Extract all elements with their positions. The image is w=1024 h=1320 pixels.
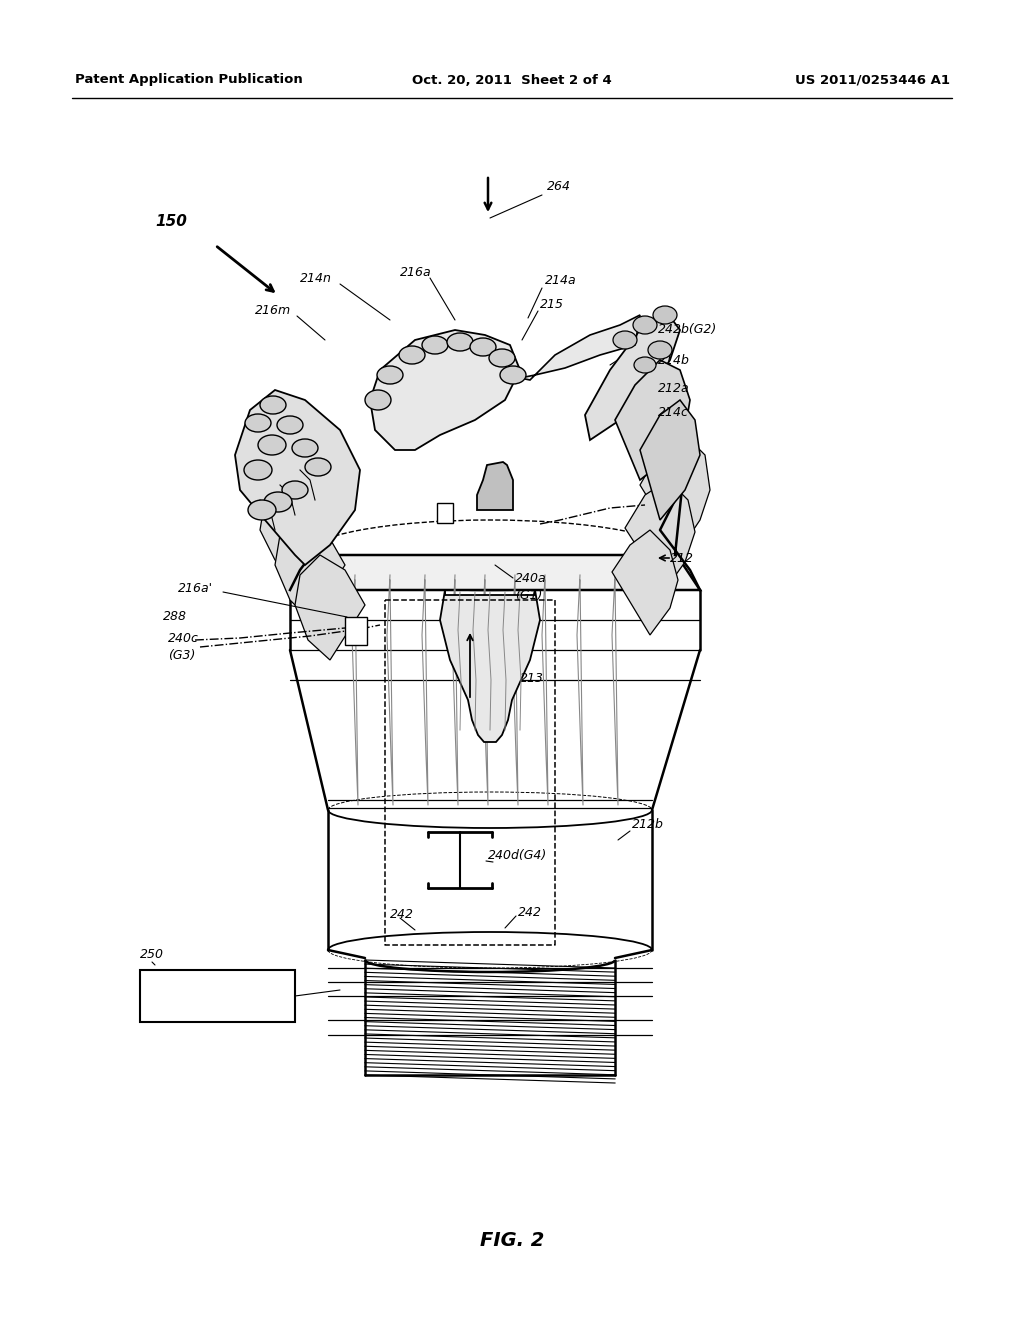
- Text: US 2011/0253446 A1: US 2011/0253446 A1: [795, 74, 950, 87]
- Text: 212: 212: [670, 552, 694, 565]
- Polygon shape: [440, 590, 540, 742]
- Text: 214b: 214b: [658, 354, 690, 367]
- Polygon shape: [477, 462, 513, 510]
- Ellipse shape: [377, 366, 403, 384]
- Polygon shape: [625, 480, 695, 590]
- Text: 240a: 240a: [515, 572, 547, 585]
- Ellipse shape: [500, 366, 526, 384]
- Text: 214a: 214a: [545, 273, 577, 286]
- Polygon shape: [640, 436, 710, 550]
- Text: 215: 215: [540, 298, 564, 312]
- Ellipse shape: [248, 500, 276, 520]
- Text: 242: 242: [390, 908, 414, 921]
- Ellipse shape: [489, 348, 515, 367]
- Polygon shape: [140, 970, 295, 1022]
- Ellipse shape: [264, 492, 292, 512]
- Text: 216m: 216m: [255, 304, 291, 317]
- Text: 264: 264: [547, 181, 571, 194]
- Ellipse shape: [633, 315, 657, 334]
- Text: 212a: 212a: [658, 381, 689, 395]
- Text: 288: 288: [163, 610, 187, 623]
- Text: 242b(G2): 242b(G2): [658, 323, 717, 337]
- Text: Oct. 20, 2011  Sheet 2 of 4: Oct. 20, 2011 Sheet 2 of 4: [412, 74, 612, 87]
- Ellipse shape: [282, 480, 308, 499]
- Ellipse shape: [244, 459, 272, 480]
- Text: 250: 250: [140, 949, 164, 961]
- Ellipse shape: [399, 346, 425, 364]
- Polygon shape: [585, 310, 680, 440]
- Polygon shape: [520, 315, 640, 380]
- Polygon shape: [640, 400, 700, 520]
- Polygon shape: [234, 389, 360, 565]
- Text: (G1): (G1): [515, 589, 543, 602]
- Polygon shape: [615, 360, 690, 480]
- Text: 216a': 216a': [178, 582, 213, 594]
- Text: 212b: 212b: [632, 818, 664, 832]
- Polygon shape: [275, 515, 345, 620]
- Text: CIRCUIT: CIRCUIT: [189, 989, 245, 1003]
- Text: 240c: 240c: [168, 631, 199, 644]
- Ellipse shape: [365, 389, 391, 411]
- Text: 214n: 214n: [300, 272, 332, 285]
- Ellipse shape: [447, 333, 473, 351]
- Ellipse shape: [258, 436, 286, 455]
- Text: FIG. 2: FIG. 2: [480, 1230, 544, 1250]
- Ellipse shape: [422, 337, 449, 354]
- Polygon shape: [260, 480, 330, 579]
- Text: 216a: 216a: [400, 265, 432, 279]
- Text: (G3): (G3): [168, 648, 196, 661]
- Ellipse shape: [292, 440, 318, 457]
- Polygon shape: [290, 490, 700, 590]
- Text: 213: 213: [520, 672, 544, 685]
- Ellipse shape: [260, 396, 286, 414]
- Text: 240d(G4): 240d(G4): [488, 849, 547, 862]
- Text: Patent Application Publication: Patent Application Publication: [75, 74, 303, 87]
- Ellipse shape: [470, 338, 496, 356]
- Ellipse shape: [613, 331, 637, 348]
- Text: 214c: 214c: [658, 405, 689, 418]
- Ellipse shape: [648, 341, 672, 359]
- Polygon shape: [612, 531, 678, 635]
- Ellipse shape: [653, 306, 677, 323]
- Polygon shape: [437, 503, 453, 523]
- Text: 150: 150: [155, 214, 186, 230]
- Ellipse shape: [305, 458, 331, 477]
- Ellipse shape: [245, 414, 271, 432]
- Text: 242: 242: [518, 906, 542, 919]
- Polygon shape: [295, 554, 365, 660]
- Polygon shape: [345, 616, 367, 645]
- Polygon shape: [370, 330, 520, 450]
- Ellipse shape: [278, 416, 303, 434]
- Ellipse shape: [634, 356, 656, 374]
